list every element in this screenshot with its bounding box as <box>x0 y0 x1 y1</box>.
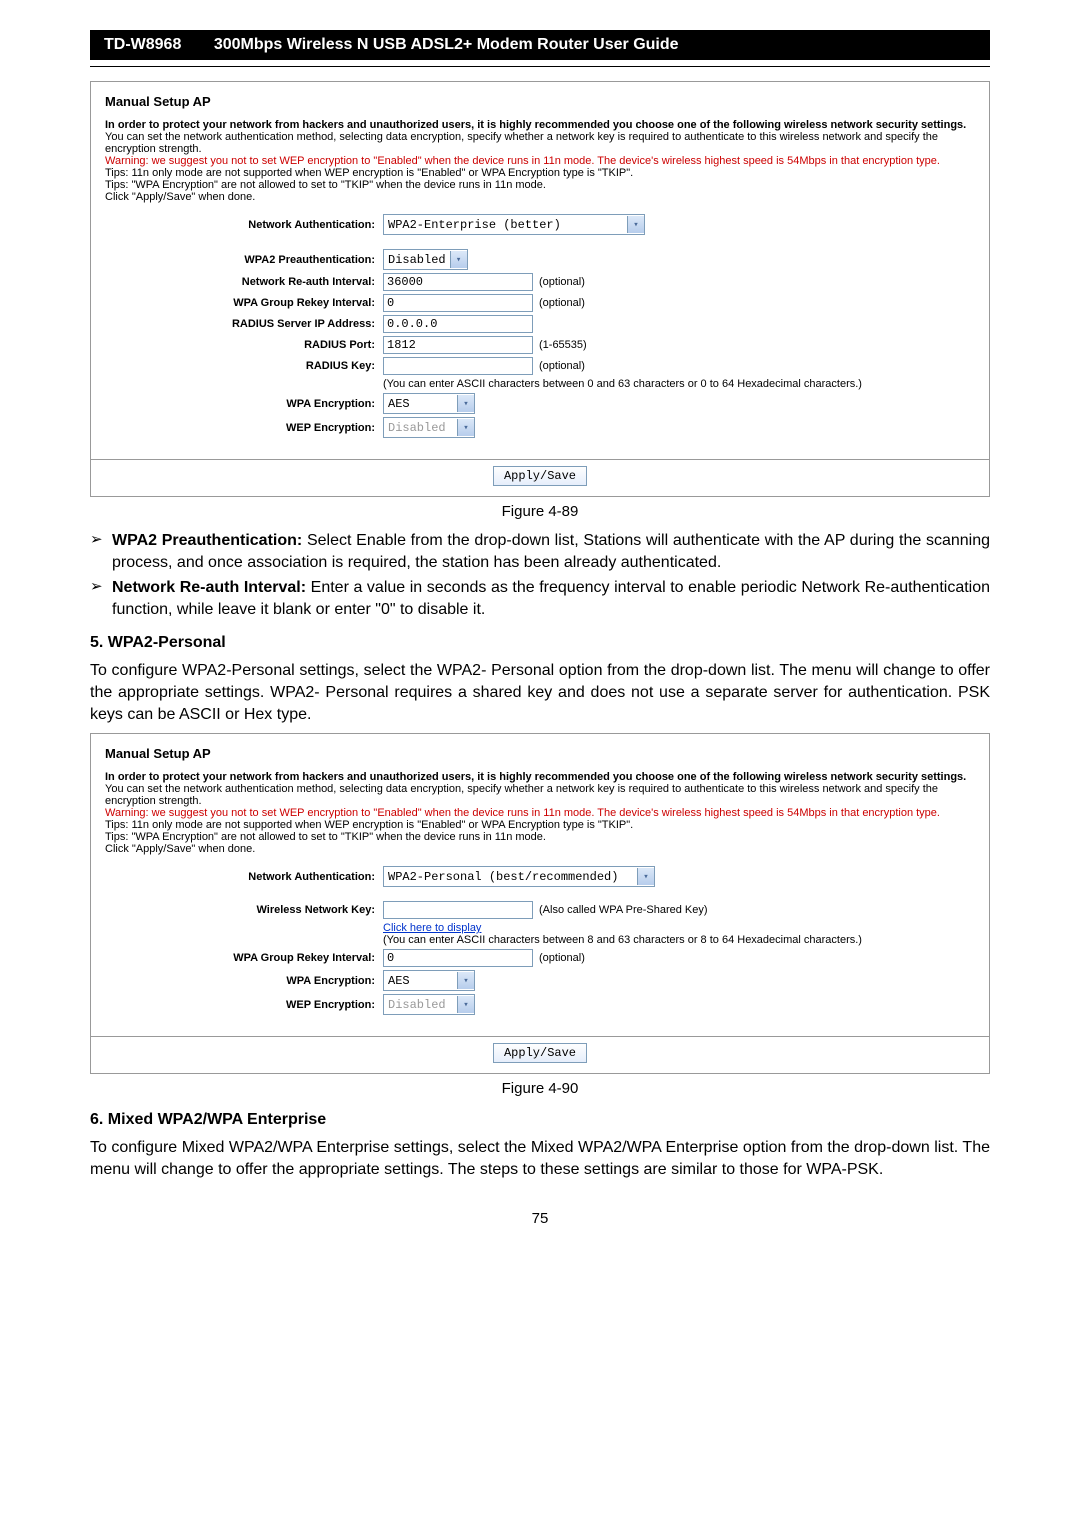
manual-setup-ap-panel-2: Manual Setup AP In order to protect your… <box>90 733 990 1037</box>
chevron-down-icon: ▾ <box>637 868 654 885</box>
section-6-heading: 6. Mixed WPA2/WPA Enterprise <box>90 1111 990 1129</box>
chevron-down-icon: ▾ <box>457 419 474 436</box>
wnk-after: (Also called WPA Pre-Shared Key) <box>533 904 708 916</box>
wpaenc2-value: AES <box>384 974 414 988</box>
panel2-warning: Warning: we suggest you not to set WEP e… <box>105 807 975 819</box>
reauth-label: Network Re-auth Interval: <box>105 276 383 288</box>
radiusport-after: (1-65535) <box>533 339 587 351</box>
model-code: TD-W8968 <box>90 36 195 54</box>
panel2-tips3: Click "Apply/Save" when done. <box>105 843 975 855</box>
wnk-note: (You can enter ASCII characters between … <box>383 934 975 946</box>
radiuskey-after: (optional) <box>533 360 585 372</box>
panel1-title: Manual Setup AP <box>105 94 975 109</box>
chevron-down-icon: ▾ <box>450 251 467 268</box>
panel1-tips3: Click "Apply/Save" when done. <box>105 191 975 203</box>
netauth-select[interactable]: WPA2-Enterprise (better) ▾ <box>383 214 645 235</box>
panel1-intro-plain: You can set the network authentication m… <box>105 131 938 155</box>
radiusip-label: RADIUS Server IP Address: <box>105 318 383 330</box>
section-5-para: To configure WPA2-Personal settings, sel… <box>90 660 990 725</box>
grk-input[interactable] <box>383 294 533 312</box>
apply-save-button-2[interactable]: Apply/Save <box>493 1043 587 1063</box>
radiusport-input[interactable] <box>383 336 533 354</box>
click-here-to-display-link[interactable]: Click here to display <box>383 922 481 934</box>
wpaenc2-label: WPA Encryption: <box>105 975 383 987</box>
header-rule <box>90 66 990 67</box>
panel2-button-row: Apply/Save <box>90 1037 990 1074</box>
manual-setup-ap-panel-1: Manual Setup AP In order to protect your… <box>90 81 990 460</box>
section-6-para: To configure Mixed WPA2/WPA Enterprise s… <box>90 1137 990 1180</box>
figure-caption-1: Figure 4-89 <box>90 503 990 520</box>
wnk-label: Wireless Network Key: <box>105 904 383 916</box>
wnk-input[interactable] <box>383 901 533 919</box>
wepenc2-select: Disabled ▾ <box>383 994 475 1015</box>
panel2-tips1: Tips: 11n only mode are not supported wh… <box>105 819 975 831</box>
radiusip-input[interactable] <box>383 315 533 333</box>
radiusport-label: RADIUS Port: <box>105 339 383 351</box>
wepenc-value: Disabled <box>384 421 450 435</box>
netauth-label: Network Authentication: <box>105 219 383 231</box>
grk-after: (optional) <box>533 297 585 309</box>
netauth2-value: WPA2-Personal (best/recommended) <box>384 870 622 884</box>
bullet2-strong: Network Re-auth Interval: <box>112 579 306 596</box>
grk2-input[interactable] <box>383 949 533 967</box>
wpaenc-label: WPA Encryption: <box>105 398 383 410</box>
section-5-heading: 5. WPA2-Personal <box>90 634 990 652</box>
wpaenc2-select[interactable]: AES ▾ <box>383 970 475 991</box>
panel2-intro-bold: In order to protect your network from ha… <box>105 771 966 783</box>
wepenc2-value: Disabled <box>384 998 450 1012</box>
grk2-label: WPA Group Rekey Interval: <box>105 952 383 964</box>
preauth-value: Disabled <box>384 253 450 267</box>
doc-title: 300Mbps Wireless N USB ADSL2+ Modem Rout… <box>200 36 679 54</box>
bullet-arrow-icon: ➢ <box>90 530 112 573</box>
radiuskey-label: RADIUS Key: <box>105 360 383 372</box>
page-number: 75 <box>90 1210 990 1227</box>
bullet1-text: WPA2 Preauthentication: Select Enable fr… <box>112 530 990 573</box>
doc-header: TD-W8968 300Mbps Wireless N USB ADSL2+ M… <box>90 30 990 60</box>
panel2-intro-plain: You can set the network authentication m… <box>105 783 938 807</box>
reauth-input[interactable] <box>383 273 533 291</box>
panel1-button-row: Apply/Save <box>90 460 990 497</box>
figure-caption-2: Figure 4-90 <box>90 1080 990 1097</box>
wepenc-label: WEP Encryption: <box>105 422 383 434</box>
netauth2-label: Network Authentication: <box>105 871 383 883</box>
chevron-down-icon: ▾ <box>457 395 474 412</box>
radiuskey-input[interactable] <box>383 357 533 375</box>
netauth2-select[interactable]: WPA2-Personal (best/recommended) ▾ <box>383 866 655 887</box>
chevron-down-icon: ▾ <box>627 216 644 233</box>
panel2-title: Manual Setup AP <box>105 746 975 761</box>
bullet-arrow-icon: ➢ <box>90 577 112 620</box>
radiuskey-note: (You can enter ASCII characters between … <box>383 378 975 390</box>
grk-label: WPA Group Rekey Interval: <box>105 297 383 309</box>
apply-save-button[interactable]: Apply/Save <box>493 466 587 486</box>
bullet2-text: Network Re-auth Interval: Enter a value … <box>112 577 990 620</box>
reauth-after: (optional) <box>533 276 585 288</box>
wepenc-select: Disabled ▾ <box>383 417 475 438</box>
chevron-down-icon: ▾ <box>457 996 474 1013</box>
panel2-tips2: Tips: "WPA Encryption" are not allowed t… <box>105 831 975 843</box>
netauth-value: WPA2-Enterprise (better) <box>384 218 565 232</box>
wepenc2-label: WEP Encryption: <box>105 999 383 1011</box>
panel1-intro-bold: In order to protect your network from ha… <box>105 119 966 131</box>
preauth-label: WPA2 Preauthentication: <box>105 254 383 266</box>
bullet1-strong: WPA2 Preauthentication: <box>112 532 302 549</box>
preauth-select[interactable]: Disabled ▾ <box>383 249 468 270</box>
wpaenc-value: AES <box>384 397 414 411</box>
grk2-after: (optional) <box>533 952 585 964</box>
wpaenc-select[interactable]: AES ▾ <box>383 393 475 414</box>
panel1-warning: Warning: we suggest you not to set WEP e… <box>105 155 975 167</box>
panel1-tips2: Tips: "WPA Encryption" are not allowed t… <box>105 179 975 191</box>
panel1-tips1: Tips: 11n only mode are not supported wh… <box>105 167 975 179</box>
chevron-down-icon: ▾ <box>457 972 474 989</box>
